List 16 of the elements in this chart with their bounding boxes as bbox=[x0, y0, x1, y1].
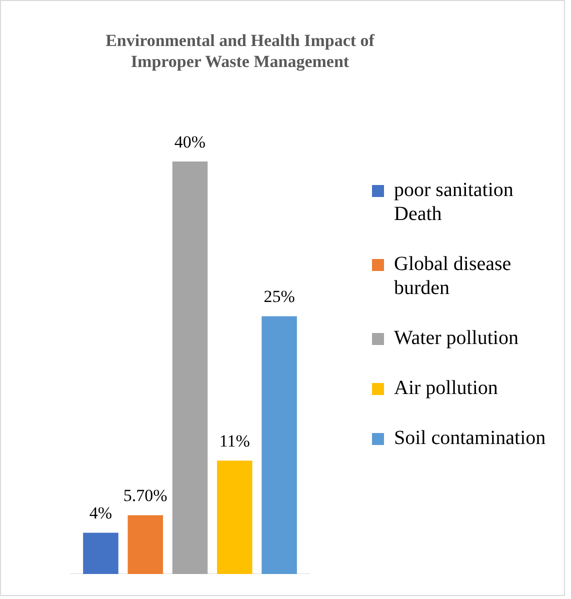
legend-label: Soil contamination bbox=[393, 426, 547, 450]
bar bbox=[128, 515, 163, 574]
bar bbox=[172, 162, 208, 574]
legend-label: Global disease burden bbox=[393, 252, 512, 300]
chart-title: Environmental and Health Impact of Improper Waste Management bbox=[104, 30, 376, 72]
data-label: 4% bbox=[89, 504, 112, 523]
data-label: 40% bbox=[174, 132, 206, 152]
legend-label: Water pollution bbox=[393, 326, 520, 350]
bar bbox=[217, 460, 252, 574]
data-label: 25% bbox=[264, 287, 295, 306]
data-label: 11% bbox=[219, 432, 250, 451]
legend-label: Air pollution bbox=[393, 376, 499, 400]
data-label: 5.70% bbox=[123, 486, 168, 506]
bar bbox=[83, 532, 118, 574]
legend-label: poor sanitation Death bbox=[393, 178, 514, 226]
bar bbox=[262, 316, 297, 574]
